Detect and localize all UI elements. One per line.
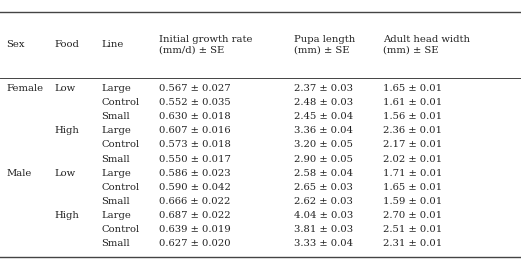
Text: 1.65 ± 0.01: 1.65 ± 0.01 [383,183,442,192]
Text: 1.56 ± 0.01: 1.56 ± 0.01 [383,112,442,121]
Text: Small: Small [102,154,130,164]
Text: 3.33 ± 0.04: 3.33 ± 0.04 [294,239,353,248]
Text: Large: Large [102,169,131,178]
Text: 0.552 ± 0.035: 0.552 ± 0.035 [159,98,231,107]
Text: Small: Small [102,112,130,121]
Text: 2.65 ± 0.03: 2.65 ± 0.03 [294,183,353,192]
Text: Food: Food [55,40,80,49]
Text: Large: Large [102,211,131,220]
Text: 3.81 ± 0.03: 3.81 ± 0.03 [294,225,353,234]
Text: 2.90 ± 0.05: 2.90 ± 0.05 [294,154,353,164]
Text: 1.71 ± 0.01: 1.71 ± 0.01 [383,169,442,178]
Text: 0.687 ± 0.022: 0.687 ± 0.022 [159,211,230,220]
Text: 2.62 ± 0.03: 2.62 ± 0.03 [294,197,353,206]
Text: 0.573 ± 0.018: 0.573 ± 0.018 [159,140,231,149]
Text: Pupa length
(mm) ± SE: Pupa length (mm) ± SE [294,35,356,55]
Text: Low: Low [55,84,76,93]
Text: 2.37 ± 0.03: 2.37 ± 0.03 [294,84,353,93]
Text: 4.04 ± 0.03: 4.04 ± 0.03 [294,211,354,220]
Text: 1.59 ± 0.01: 1.59 ± 0.01 [383,197,442,206]
Text: 0.567 ± 0.027: 0.567 ± 0.027 [159,84,230,93]
Text: 2.45 ± 0.04: 2.45 ± 0.04 [294,112,354,121]
Text: 2.58 ± 0.04: 2.58 ± 0.04 [294,169,353,178]
Text: 2.48 ± 0.03: 2.48 ± 0.03 [294,98,353,107]
Text: Large: Large [102,84,131,93]
Text: Large: Large [102,126,131,135]
Text: 2.02 ± 0.01: 2.02 ± 0.01 [383,154,442,164]
Text: Control: Control [102,225,140,234]
Text: Sex: Sex [6,40,25,49]
Text: 0.639 ± 0.019: 0.639 ± 0.019 [159,225,231,234]
Text: 0.666 ± 0.022: 0.666 ± 0.022 [159,197,230,206]
Text: Small: Small [102,239,130,248]
Text: Line: Line [102,40,124,49]
Text: 0.630 ± 0.018: 0.630 ± 0.018 [159,112,231,121]
Text: 0.550 ± 0.017: 0.550 ± 0.017 [159,154,231,164]
Text: 0.607 ± 0.016: 0.607 ± 0.016 [159,126,230,135]
Text: Low: Low [55,169,76,178]
Text: 0.586 ± 0.023: 0.586 ± 0.023 [159,169,230,178]
Text: 2.51 ± 0.01: 2.51 ± 0.01 [383,225,442,234]
Text: 2.70 ± 0.01: 2.70 ± 0.01 [383,211,442,220]
Text: Small: Small [102,197,130,206]
Text: High: High [55,211,80,220]
Text: Female: Female [6,84,43,93]
Text: Adult head width
(mm) ± SE: Adult head width (mm) ± SE [383,35,470,55]
Text: 3.36 ± 0.04: 3.36 ± 0.04 [294,126,353,135]
Text: 2.36 ± 0.01: 2.36 ± 0.01 [383,126,442,135]
Text: Control: Control [102,183,140,192]
Text: Initial growth rate
(mm/d) ± SE: Initial growth rate (mm/d) ± SE [159,35,252,55]
Text: Control: Control [102,98,140,107]
Text: 0.590 ± 0.042: 0.590 ± 0.042 [159,183,231,192]
Text: 3.20 ± 0.05: 3.20 ± 0.05 [294,140,353,149]
Text: Male: Male [6,169,32,178]
Text: 1.65 ± 0.01: 1.65 ± 0.01 [383,84,442,93]
Text: Control: Control [102,140,140,149]
Text: 0.627 ± 0.020: 0.627 ± 0.020 [159,239,230,248]
Text: 2.17 ± 0.01: 2.17 ± 0.01 [383,140,442,149]
Text: 1.61 ± 0.01: 1.61 ± 0.01 [383,98,442,107]
Text: 2.31 ± 0.01: 2.31 ± 0.01 [383,239,442,248]
Text: High: High [55,126,80,135]
